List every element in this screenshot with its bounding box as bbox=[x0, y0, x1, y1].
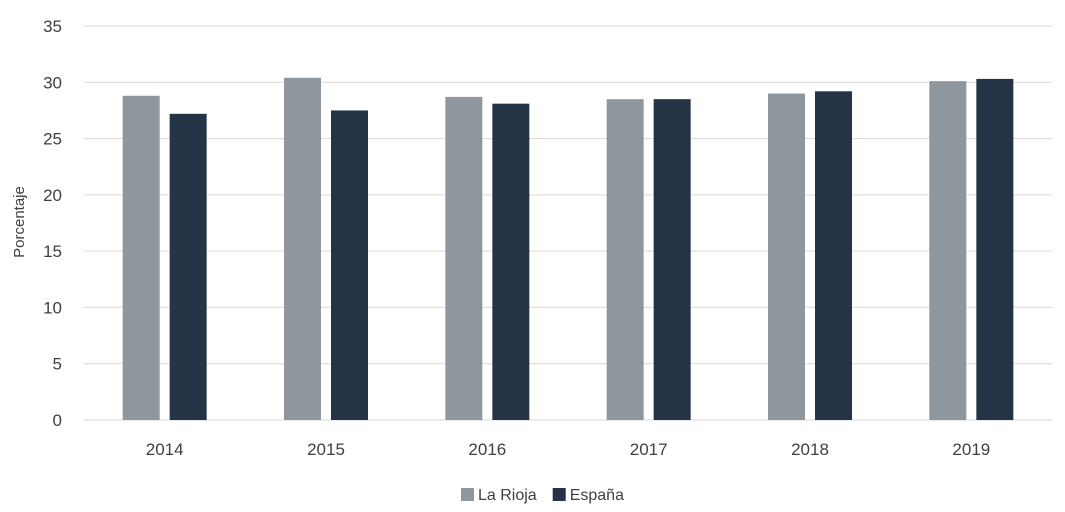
gridlines bbox=[84, 25, 1052, 421]
bar-espa-a-2019 bbox=[976, 78, 1014, 420]
y-tick-label: 5 bbox=[53, 355, 62, 374]
y-axis-title: Porcentaje bbox=[11, 186, 28, 258]
x-tick-labels: 2014 2015 2016 2017 2018 2019 bbox=[146, 440, 990, 459]
x-tick-label: 2015 bbox=[307, 440, 345, 459]
bar-espa-a-2016 bbox=[492, 103, 530, 420]
bar-la-rioja-2019 bbox=[929, 81, 967, 420]
bar-la-rioja-2018 bbox=[768, 93, 805, 421]
bar-espa-a-2018 bbox=[815, 91, 852, 420]
bars bbox=[122, 77, 1014, 421]
bar-la-rioja-2016 bbox=[445, 96, 483, 421]
y-tick-label: 25 bbox=[43, 130, 62, 149]
x-tick-label: 2017 bbox=[630, 440, 668, 459]
bar-espa-a-2014 bbox=[169, 113, 207, 420]
x-tick-label: 2019 bbox=[952, 440, 990, 459]
x-tick-label: 2018 bbox=[791, 440, 829, 459]
legend-swatch bbox=[552, 488, 566, 501]
legend-swatch bbox=[461, 488, 474, 501]
legend: La Rioja España bbox=[461, 487, 624, 504]
legend-label: España bbox=[570, 487, 624, 504]
legend-label: La Rioja bbox=[478, 487, 537, 504]
y-tick-label: 30 bbox=[43, 73, 62, 92]
x-tick-label: 2014 bbox=[146, 440, 184, 459]
y-tick-label: 10 bbox=[43, 298, 62, 317]
bar-espa-a-2015 bbox=[331, 110, 368, 420]
x-tick-label: 2016 bbox=[468, 440, 506, 459]
y-tick-label: 0 bbox=[53, 411, 62, 430]
bar-la-rioja-2014 bbox=[122, 95, 160, 421]
bar-la-rioja-2015 bbox=[284, 77, 321, 420]
y-tick-label: 15 bbox=[43, 242, 62, 261]
bar-espa-a-2017 bbox=[653, 99, 691, 421]
bar-la-rioja-2017 bbox=[606, 99, 644, 421]
y-tick-label: 35 bbox=[43, 17, 62, 36]
y-tick-label: 20 bbox=[43, 186, 62, 205]
y-tick-labels: 0 5 10 15 20 25 30 35 bbox=[43, 17, 62, 430]
